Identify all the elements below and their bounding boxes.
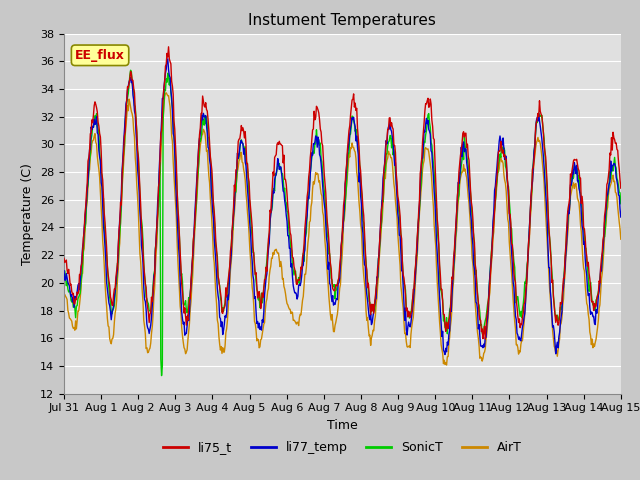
Title: Instument Temperatures: Instument Temperatures [248,13,436,28]
Legend: li75_t, li77_temp, SonicT, AirT: li75_t, li77_temp, SonicT, AirT [158,436,527,459]
X-axis label: Time: Time [327,419,358,432]
Text: EE_flux: EE_flux [75,49,125,62]
Y-axis label: Temperature (C): Temperature (C) [22,163,35,264]
